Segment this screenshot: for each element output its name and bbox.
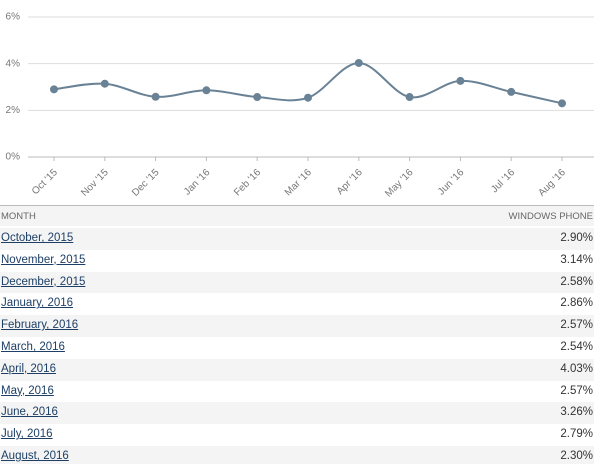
month-link[interactable]: October, 2015: [1, 232, 74, 244]
x-tick-label: Jan '16: [182, 167, 213, 198]
data-point: [405, 93, 414, 102]
data-point: [558, 99, 566, 108]
x-tick-label: Jul '16: [489, 167, 517, 195]
x-tick-label: Mar '16: [283, 167, 314, 198]
data-point: [304, 93, 312, 102]
data-point: [253, 93, 262, 102]
table-row: November, 2015 3.14%: [0, 249, 594, 272]
x-tick-label: Dec '15: [130, 167, 162, 199]
value-cell: 2.54%: [560, 341, 593, 353]
month-link[interactable]: January, 2016: [1, 297, 74, 310]
table-row: January, 2016 2.86%: [0, 293, 594, 316]
header-cell: WINDOWS PHONE: [508, 211, 593, 222]
value-cell: 2.86%: [560, 297, 593, 310]
value-cell: 3.14%: [560, 253, 593, 266]
x-tick-label: Nov '15: [79, 167, 111, 199]
data-point: [100, 79, 109, 88]
table-row: August, 2016 2.30%: [0, 446, 594, 464]
month-link[interactable]: June, 2016: [1, 406, 58, 419]
data-point: [507, 87, 516, 96]
month-link[interactable]: December, 2015: [1, 275, 86, 288]
month-link[interactable]: August, 2016: [1, 450, 69, 462]
value-cell: 2.90%: [560, 232, 593, 244]
month-link[interactable]: February, 2016: [1, 319, 79, 332]
x-tick-label: Aug '16: [536, 167, 568, 199]
header-cell: MONTH: [1, 211, 36, 222]
table-row: May, 2016 2.57%: [0, 380, 594, 403]
x-tick-label: Oct '15: [30, 167, 60, 197]
table-header: MONTH WINDOWS PHONE: [0, 205, 594, 226]
x-tick-label: Apr '16: [335, 167, 365, 197]
value-cell: 3.26%: [560, 406, 593, 419]
table-row: October, 2015 2.90%: [0, 228, 594, 250]
y-tick-label: 2%: [6, 105, 21, 116]
month-link[interactable]: November, 2015: [1, 253, 86, 266]
x-tick-label: Feb '16: [232, 167, 263, 198]
value-cell: 2.57%: [560, 319, 593, 332]
x-tick-label: May '16: [383, 167, 416, 200]
chart: 0% 2% 4% 6% Oct '15 Nov '15 Dec '15 Jan '16 Feb …: [6, 12, 594, 200]
value-cell: 2.57%: [560, 384, 593, 397]
y-tick-label: 4%: [6, 58, 21, 69]
table-row: June, 2016 3.26%: [0, 402, 594, 425]
x-tick-label: Jun '16: [436, 167, 467, 198]
month-link[interactable]: May, 2016: [1, 384, 54, 397]
data-point: [202, 86, 211, 95]
data-point: [354, 58, 363, 67]
value-cell: 4.03%: [560, 362, 593, 375]
month-link[interactable]: March, 2016: [1, 341, 65, 353]
value-cell: 2.30%: [560, 450, 593, 462]
y-tick-label: 6%: [6, 12, 21, 23]
y-tick-label: 0%: [6, 152, 21, 163]
month-link[interactable]: July, 2016: [1, 428, 53, 441]
table-row: March, 2016 2.54%: [0, 337, 594, 359]
data-point: [50, 85, 58, 94]
data-point: [151, 92, 160, 101]
month-link[interactable]: April, 2016: [1, 362, 56, 375]
value-cell: 2.79%: [560, 428, 593, 441]
table-row: December, 2015 2.58%: [0, 271, 594, 294]
table-row: July, 2016 2.79%: [0, 424, 594, 447]
table-row: February, 2016 2.57%: [0, 315, 594, 338]
value-cell: 2.58%: [560, 275, 593, 288]
data-point: [456, 76, 465, 85]
table-row: April, 2016 4.03%: [0, 358, 594, 381]
